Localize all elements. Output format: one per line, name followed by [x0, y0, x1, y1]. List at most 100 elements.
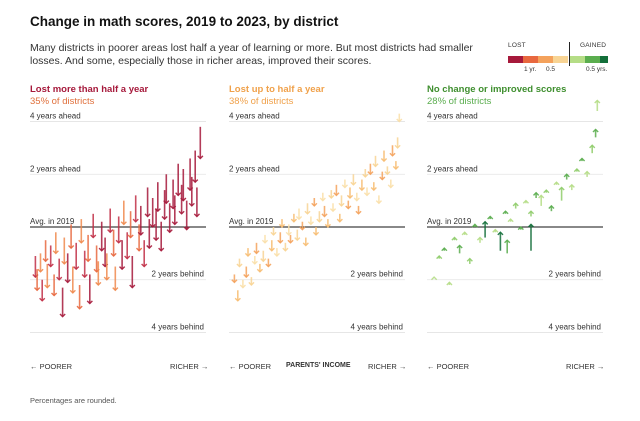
arrow-head — [144, 213, 151, 218]
district-arrow — [394, 137, 401, 149]
district-arrow — [166, 203, 173, 234]
arrow-head — [107, 229, 114, 234]
reference-label: 4 years behind — [351, 322, 403, 331]
district-arrow — [538, 194, 545, 206]
arrow-head — [47, 263, 54, 268]
district-arrow — [345, 200, 352, 210]
arrow-head — [543, 189, 550, 194]
arrow-head — [338, 202, 345, 207]
arrow-head — [329, 208, 337, 213]
arrow-head — [466, 257, 473, 262]
arrow-head — [355, 210, 362, 215]
legend-tick-05: 0.5 — [546, 66, 556, 73]
arrow-head — [127, 234, 134, 239]
axis-poorer-label: ← POORER — [427, 362, 470, 371]
district-arrow — [244, 248, 252, 257]
district-arrow — [44, 263, 51, 289]
arrow-head — [538, 194, 545, 199]
arrow-head — [363, 192, 371, 197]
district-arrow — [512, 202, 519, 209]
district-arrow — [193, 187, 200, 218]
district-arrow — [141, 240, 148, 268]
arrow-head — [42, 258, 49, 263]
district-arrow — [119, 240, 126, 271]
district-arrow — [573, 168, 580, 173]
arrow-head — [375, 200, 382, 205]
district-arrow — [265, 258, 272, 268]
arrow-head — [436, 255, 443, 260]
district-arrow — [39, 279, 46, 302]
arrow-head — [471, 223, 478, 228]
panel-plot: 4 years ahead 2 years ahead Avg. in 2019 2 … — [427, 99, 603, 343]
district-arrow — [171, 195, 178, 226]
arrow-head — [141, 263, 148, 268]
arrow-head — [558, 186, 565, 191]
district-arrow — [51, 274, 58, 297]
district-arrow — [197, 126, 204, 160]
arrow-head — [129, 284, 136, 289]
arrow-head — [103, 276, 110, 281]
district-arrow — [76, 285, 83, 310]
arrow-head — [492, 228, 499, 233]
district-arrow — [115, 216, 122, 244]
district-arrow — [260, 250, 267, 263]
arrow-head — [73, 266, 80, 271]
district-arrow — [107, 208, 114, 234]
district-arrow — [112, 266, 119, 292]
arrow-head — [396, 118, 403, 123]
arrow-head — [69, 289, 76, 294]
district-arrow — [367, 163, 374, 176]
arrow-head — [81, 273, 88, 279]
district-arrow — [124, 232, 131, 260]
district-arrow — [396, 113, 403, 123]
district-arrow — [307, 216, 314, 226]
arrow-head — [115, 239, 122, 244]
reference-label: 2 years behind — [351, 270, 403, 279]
arrow-head — [61, 260, 68, 265]
arrow-head — [76, 305, 83, 310]
arrow-head — [161, 215, 168, 221]
district-arrow — [482, 220, 489, 238]
arrow-head — [197, 155, 204, 160]
arrow-head — [146, 244, 153, 250]
district-arrow — [180, 169, 187, 202]
reference-label: 2 years ahead — [30, 164, 81, 173]
district-arrow — [61, 237, 68, 265]
arrow-head — [154, 208, 161, 213]
arrow-head — [192, 179, 199, 184]
legend-gained-label: GAINED — [580, 42, 607, 49]
arrow-head — [321, 213, 328, 218]
arrow-head — [278, 223, 286, 228]
arrow-head — [451, 236, 458, 241]
district-arrow — [78, 219, 85, 244]
arrow-head — [98, 247, 105, 252]
district-arrow — [594, 99, 601, 111]
color-legend: LOST GAINED 1 yr. 0.5 0.5 yrs. — [508, 42, 608, 76]
district-arrow — [52, 232, 59, 255]
footnote: Percentages are rounded. — [30, 396, 117, 405]
arrow-head — [149, 223, 156, 228]
district-arrow — [64, 253, 71, 284]
arrow-head — [346, 194, 354, 199]
district-arrow — [456, 244, 463, 254]
arrow-head — [253, 250, 260, 255]
arrow-head — [171, 221, 178, 226]
scatter-svg-1: 4 years ahead 2 years ahead Avg. in 2019 2 … — [229, 112, 405, 333]
reference-label: Avg. in 2019 — [30, 217, 75, 226]
arrow-head — [110, 252, 117, 257]
district-arrow — [527, 210, 535, 217]
district-arrow — [144, 187, 151, 218]
district-arrow — [103, 253, 110, 281]
arrow-head — [132, 218, 139, 223]
arrow-head — [268, 247, 275, 252]
district-arrow — [188, 176, 195, 207]
arrow-head — [85, 258, 92, 263]
arrow-head — [594, 99, 601, 104]
district-arrow — [304, 203, 311, 215]
reference-label: 2 years behind — [152, 270, 204, 279]
district-arrow — [387, 179, 394, 189]
panel-lost-more: Lost more than half a year 35% of distri… — [30, 84, 210, 374]
district-arrow — [311, 198, 318, 207]
district-arrow — [328, 190, 335, 199]
arrow-head — [389, 152, 396, 157]
